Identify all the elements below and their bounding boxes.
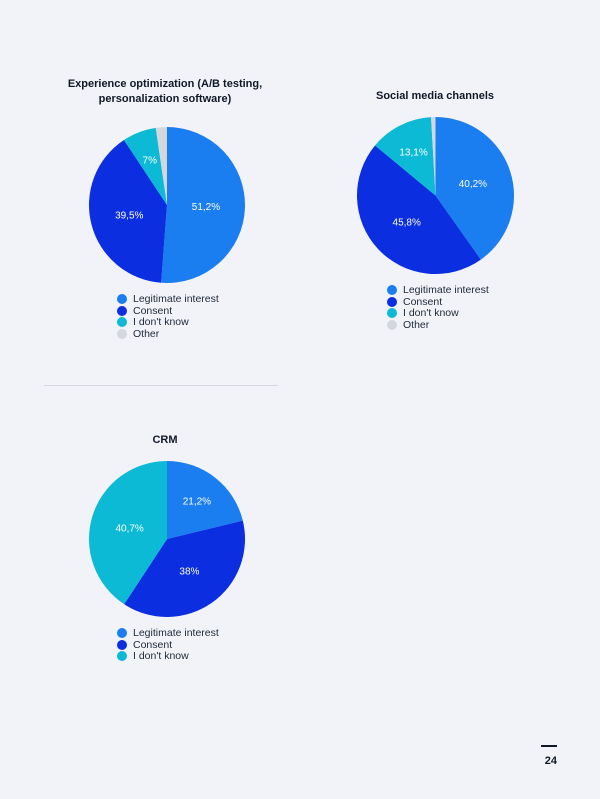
pie-slice-i-don-t-know [375,117,436,196]
legend-swatch [117,305,127,316]
data-label-legitimate-interest: 51,2% [192,202,220,213]
legend-swatch [387,308,397,319]
legend-swatch [387,284,397,295]
legend-item-legitimate-interest: Legitimate interest [117,293,219,305]
legend-label: I don't know [133,650,189,663]
legend-label: Legitimate interest [133,626,219,639]
legend-item-consent: Consent [117,639,219,651]
pie-slice-consent [88,139,167,283]
data-label-legitimate-interest: 40,2% [459,179,487,190]
page-number: 24 [544,755,557,767]
legend-item-legitimate-interest: Legitimate interest [117,627,219,639]
legend-swatch [117,651,127,662]
legend-label: Consent [133,638,173,651]
legend-swatch [387,296,397,307]
legend-item-other: Other [117,328,219,340]
legend-swatch [117,293,127,304]
legend-label: Consent [403,295,443,308]
section-divider [44,385,278,386]
data-label-i-don-t-know: 7% [143,155,158,166]
legend-label: Other [403,318,430,331]
legend-item-i-don-t-know: I don't know [117,316,219,328]
chart-title-social-media-channels: Social media channels [376,90,494,102]
pie-slice-consent [124,520,245,617]
data-label-consent: 45,8% [393,218,421,229]
legend-label: I don't know [133,316,189,329]
data-label-consent: 39,5% [115,210,143,221]
legend-label: I don't know [403,307,459,320]
data-label-legitimate-interest: 21,2% [183,496,211,507]
legend-item-legitimate-interest: Legitimate interest [387,284,489,296]
legend-swatch [117,328,127,339]
pie-slice-consent [357,145,481,274]
data-label-i-don-t-know: 13,1% [399,148,427,159]
legend-item-i-don-t-know: I don't know [387,307,489,319]
pie-slice-other [431,117,436,196]
legend-social-media-channels: Legitimate interest Consent I don't know Ot… [387,284,489,331]
pie-chart-experience-optimization: 51,2% 39,5% 7% [88,127,245,283]
legend-item-other: Other [387,319,489,331]
pie-chart-social-media-channels: 40,2% 45,8% 13,1% [357,117,514,274]
legend-label: Legitimate interest [133,292,219,305]
chart-title-experience-optimization: Experience optimization (A/B testing, pe… [67,78,263,105]
data-label-i-don-t-know: 40,7% [115,523,143,534]
legend-label: Consent [133,304,173,317]
legend-item-consent: Consent [117,305,219,317]
legend-experience-optimization: Legitimate interest Consent I don't know Ot… [117,293,219,340]
legend-item-consent: Consent [387,296,489,308]
data-label-consent: 38% [179,566,199,577]
pie-slice-i-don-t-know [89,461,167,605]
pie-slice-legitimate-interest [161,127,245,283]
page-number-rule [541,745,557,747]
legend-item-i-don-t-know: I don't know [117,650,219,662]
legend-swatch [117,639,127,650]
legend-label: Other [133,327,160,340]
legend-crm: Legitimate interest Consent I don't know [117,627,219,662]
legend-label: Legitimate interest [403,283,489,296]
pie-chart-crm: 21,2% 38% 40,7% [89,461,245,617]
legend-swatch [117,317,127,328]
pie-slice-legitimate-interest [167,461,243,539]
legend-swatch [117,627,127,638]
chart-title-crm: CRM [152,434,178,446]
pie-slice-legitimate-interest [435,117,514,260]
pie-slice-i-don-t-know [123,127,167,205]
legend-swatch [387,319,397,330]
pie-slice-other [155,127,167,205]
